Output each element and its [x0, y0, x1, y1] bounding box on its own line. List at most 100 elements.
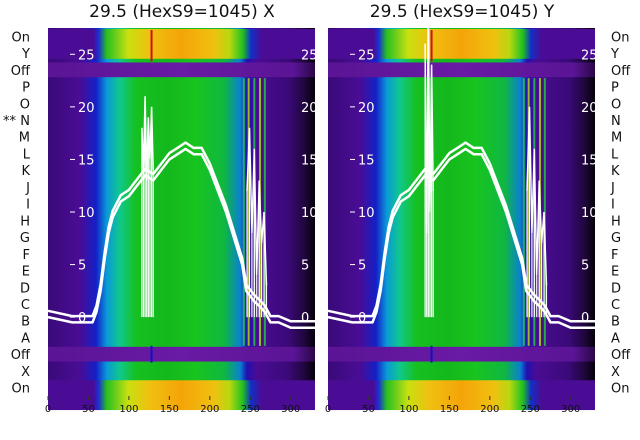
- x-tick-label: 100: [399, 404, 418, 415]
- x-tick-label: 200: [480, 404, 499, 415]
- row-label: Off: [11, 348, 31, 363]
- panel-title: 29.5 (HexS9=1045) X: [89, 2, 275, 22]
- heatmap-background: [328, 28, 595, 396]
- x-tick-label: 300: [281, 404, 300, 415]
- profile-lines: [47, 96, 315, 329]
- heatmap-bands: [48, 29, 315, 411]
- y-tick-label-edge: 0: [581, 311, 589, 326]
- row-label: L: [611, 147, 619, 162]
- overlay-y-ticks: 0 5 10 15 20 25 0 5 10 15 20 25: [70, 48, 318, 326]
- y-tick-label-edge: 10: [301, 206, 318, 221]
- row-label-mark: **: [3, 114, 17, 129]
- y-tick-label-edge: 10: [581, 206, 598, 221]
- overlay-y-ticks: 0 5 10 15 20 25 0 5 10 15 20 25: [350, 48, 598, 326]
- y-tick-label-edge: 25: [301, 48, 318, 63]
- x-tick-label: 0: [45, 404, 51, 415]
- row-label: On: [611, 30, 629, 45]
- x-axis-ticks: 0 50 100 150 200 250 300: [45, 396, 300, 415]
- row-label: D: [611, 281, 621, 296]
- y-tick-label: 20: [358, 101, 375, 116]
- row-label: K: [611, 164, 620, 179]
- y-tick-label: 5: [358, 259, 366, 274]
- row-label: N: [20, 114, 30, 129]
- y-tick-label: 15: [78, 153, 95, 168]
- row-label: D: [20, 281, 30, 296]
- on-band: [48, 380, 315, 411]
- row-label: H: [20, 214, 30, 229]
- row-label: G: [20, 231, 30, 246]
- row-label: A: [21, 331, 30, 346]
- row-label: M: [19, 131, 30, 146]
- row-label: I: [26, 198, 30, 213]
- profile-lines: [327, 1, 595, 329]
- row-label: N: [611, 114, 621, 129]
- row-label: O: [20, 97, 30, 112]
- x-tick-label: 100: [119, 404, 138, 415]
- row-label: J: [25, 181, 30, 196]
- row-label: L: [23, 147, 31, 162]
- y-tick-label: 0: [358, 311, 366, 326]
- y-tick-label-edge: 20: [301, 101, 318, 116]
- y-tick-label: 10: [358, 206, 375, 221]
- row-label: X: [611, 365, 620, 380]
- row-label: On: [12, 382, 30, 397]
- row-label: I: [611, 198, 615, 213]
- off-band: [48, 346, 315, 362]
- profile-line: [327, 141, 595, 323]
- y-tick-label-edge: 5: [581, 259, 589, 274]
- x-tick-label: 250: [241, 404, 260, 415]
- row-label: F: [23, 248, 30, 263]
- row-label: C: [21, 298, 30, 313]
- on-band: [328, 380, 595, 411]
- row-label: Off: [11, 64, 31, 79]
- heatmap-background: [48, 28, 315, 396]
- row-label: M: [611, 131, 622, 146]
- row-label: B: [611, 315, 620, 330]
- row-label: On: [611, 382, 629, 397]
- row-label: E: [22, 265, 30, 280]
- row-label: O: [611, 97, 621, 112]
- y-tick-label-edge: 15: [301, 153, 318, 168]
- row-label: E: [611, 265, 619, 280]
- x-tick-label: 150: [160, 404, 179, 415]
- x-tick-label: 300: [561, 404, 580, 415]
- panel-title: 29.5 (HexS9=1045) Y: [370, 2, 555, 22]
- row-label: J: [610, 181, 615, 196]
- heatmap-bands: [328, 29, 595, 411]
- y-tick-label: 15: [358, 153, 375, 168]
- on-band: [48, 29, 315, 59]
- row-label: H: [611, 214, 621, 229]
- x-tick-label: 50: [82, 404, 95, 415]
- on-band: [328, 29, 595, 59]
- y-tick-label-edge: 25: [581, 48, 598, 63]
- y-tick-label: 20: [78, 101, 95, 116]
- row-label: P: [22, 81, 30, 96]
- row-label: Off: [611, 348, 631, 363]
- profile-line: [47, 141, 315, 323]
- row-label: Y: [21, 47, 30, 62]
- y-tick-label: 25: [358, 48, 375, 63]
- x-tick-label: 200: [200, 404, 219, 415]
- y-tick-label: 5: [78, 259, 86, 274]
- row-label: B: [21, 315, 30, 330]
- heatmap-panel-x: 29.5 (HexS9=1045) X On Y Off PON**MLKJIHGFE…: [3, 2, 318, 415]
- row-label: C: [611, 298, 620, 313]
- y-tick-label-edge: 20: [581, 101, 598, 116]
- x-tick-label: 50: [362, 404, 375, 415]
- y-tick-label-edge: 5: [301, 259, 309, 274]
- off-band: [328, 346, 595, 362]
- x-axis-ticks: 0 50 100 150 200 250 300: [325, 396, 580, 415]
- row-label: G: [611, 231, 621, 246]
- y-tick-label: 25: [78, 48, 95, 63]
- y-tick-label: 0: [78, 311, 86, 326]
- y-tick-label-edge: 15: [581, 153, 598, 168]
- heatmap-panel-y: 29.5 (HexS9=1045) Y On Y Off PONMLKJIHGFEDC…: [325, 1, 631, 415]
- row-label: On: [12, 30, 30, 45]
- row-label: K: [21, 164, 30, 179]
- off-band: [48, 62, 315, 78]
- row-label: A: [611, 331, 620, 346]
- x-tick-label: 0: [325, 404, 331, 415]
- row-label: Off: [611, 64, 631, 79]
- row-label: P: [611, 81, 619, 96]
